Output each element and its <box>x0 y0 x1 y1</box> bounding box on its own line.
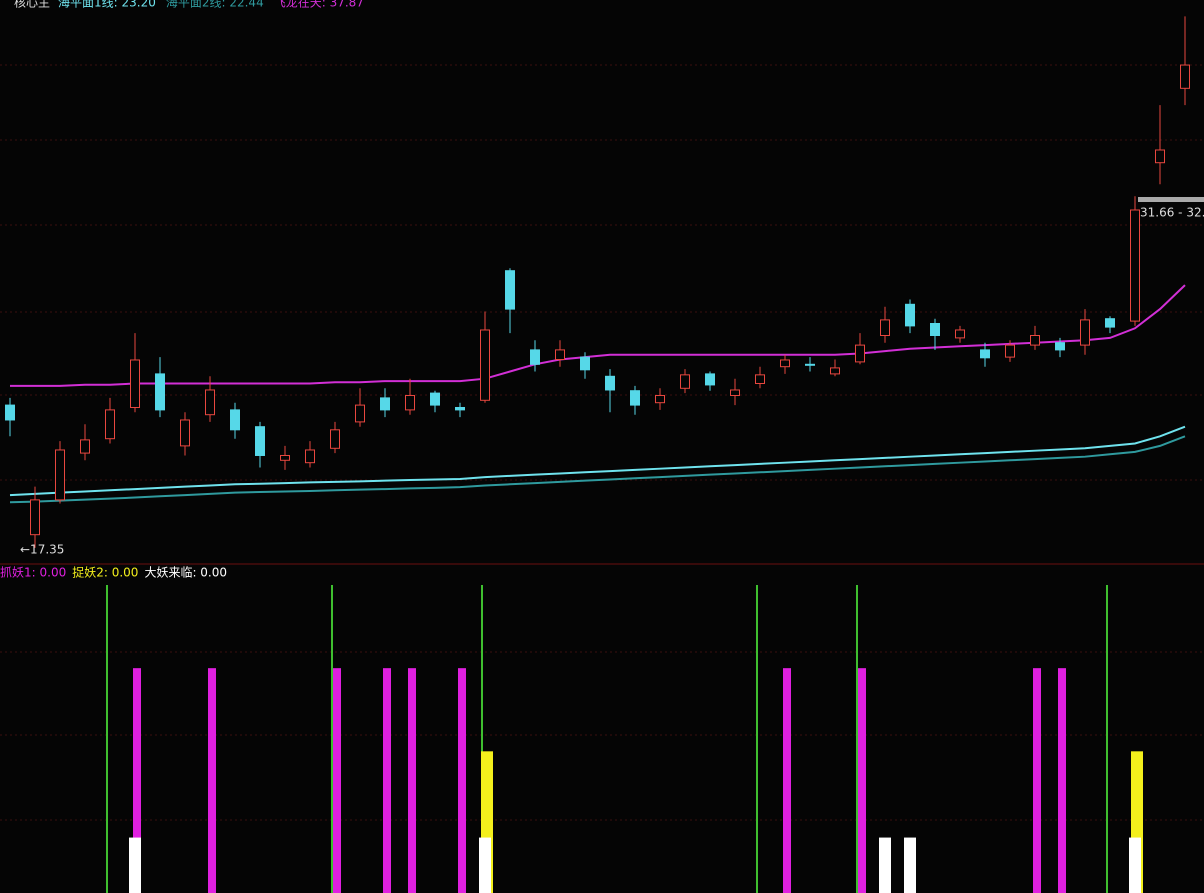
candle-body <box>330 429 340 449</box>
signal-bar <box>1033 668 1041 893</box>
candle-body <box>55 449 65 501</box>
indicator-name: 核心主 <box>14 0 50 10</box>
candle-body <box>180 419 190 447</box>
candle-body <box>680 374 690 389</box>
candle-body <box>555 349 565 360</box>
candle-body <box>255 426 265 456</box>
signal-bar <box>458 668 466 893</box>
signal-bar <box>383 668 391 893</box>
candle-body <box>105 409 115 440</box>
legend: 核心主 <box>14 0 50 10</box>
range-annotation: 31.66 - 32.0 <box>1140 206 1204 220</box>
candle-body <box>505 270 515 310</box>
candle-body <box>780 359 790 368</box>
signal-bar <box>133 668 141 893</box>
candle-body <box>630 390 640 406</box>
candle-body <box>405 394 415 411</box>
ma-line <box>9 425 1186 497</box>
signal-bar <box>479 837 491 893</box>
candle-body <box>930 322 940 336</box>
candle-body <box>805 363 815 366</box>
candle-body <box>355 404 365 423</box>
candle-body <box>80 439 90 454</box>
candle-body <box>880 319 890 336</box>
candle-body <box>1005 344 1015 358</box>
signal-bar <box>756 585 758 893</box>
candle-body <box>605 375 615 391</box>
legend-entry: 海平面2线: 22.44 <box>166 0 264 10</box>
candle-body <box>1155 149 1165 164</box>
signal-bar <box>481 585 483 893</box>
candle-body <box>1105 318 1115 328</box>
signal-bar <box>106 585 108 893</box>
candle-body <box>380 397 390 411</box>
candle-body <box>205 389 215 416</box>
candle-body <box>980 349 990 359</box>
signal-bar <box>331 585 333 893</box>
candle-body <box>230 409 240 431</box>
candle-body <box>755 374 765 384</box>
candle-body <box>5 404 15 421</box>
legend-entry: 海平面1线: 23.20 <box>58 0 156 10</box>
indicator-legend: 捉妖2: 0.00 <box>72 565 138 580</box>
signal-bar <box>879 837 891 893</box>
signal-bar <box>333 668 341 893</box>
candle-body <box>480 329 490 401</box>
low-annotation: ←17.35 <box>20 543 64 557</box>
signal-bar <box>904 837 916 893</box>
signal-bar <box>408 668 416 893</box>
candle-body <box>655 394 665 404</box>
candle-body <box>30 499 40 536</box>
signal-bar <box>1129 837 1141 893</box>
candle-body <box>1030 334 1040 346</box>
candle-body <box>530 349 540 365</box>
candle-body <box>830 367 840 375</box>
signal-bar <box>129 837 141 893</box>
candle-body <box>705 373 715 386</box>
candle-body <box>430 392 440 406</box>
candle-body <box>1055 342 1065 351</box>
candle-body <box>1130 209 1140 322</box>
candle-body <box>1180 64 1190 89</box>
ma-line <box>10 284 1186 387</box>
candle-body <box>855 344 865 363</box>
candle-body <box>730 389 740 396</box>
legend-entry: 飞龙在天: 37.87 <box>274 0 364 10</box>
signal-bar <box>1058 668 1066 893</box>
indicator-legend: 大妖来临: 0.00 <box>144 566 227 580</box>
candle-body <box>155 373 165 411</box>
price-marker <box>1138 197 1204 202</box>
candle-body <box>905 303 915 327</box>
candle-body <box>280 454 290 461</box>
candle-body <box>580 356 590 371</box>
signal-bar <box>1106 585 1108 893</box>
indicator-legend: 抓妖1: 0.00 <box>0 566 66 580</box>
candle-body <box>955 329 965 339</box>
signal-bar <box>856 585 858 893</box>
candle-body <box>305 449 315 464</box>
ma-line <box>9 435 1186 504</box>
candle-body <box>1080 319 1090 346</box>
candle-body <box>455 406 465 411</box>
signal-bar <box>858 668 866 893</box>
candle-body <box>130 359 140 408</box>
signal-bar <box>208 668 216 893</box>
signal-bar <box>783 668 791 893</box>
